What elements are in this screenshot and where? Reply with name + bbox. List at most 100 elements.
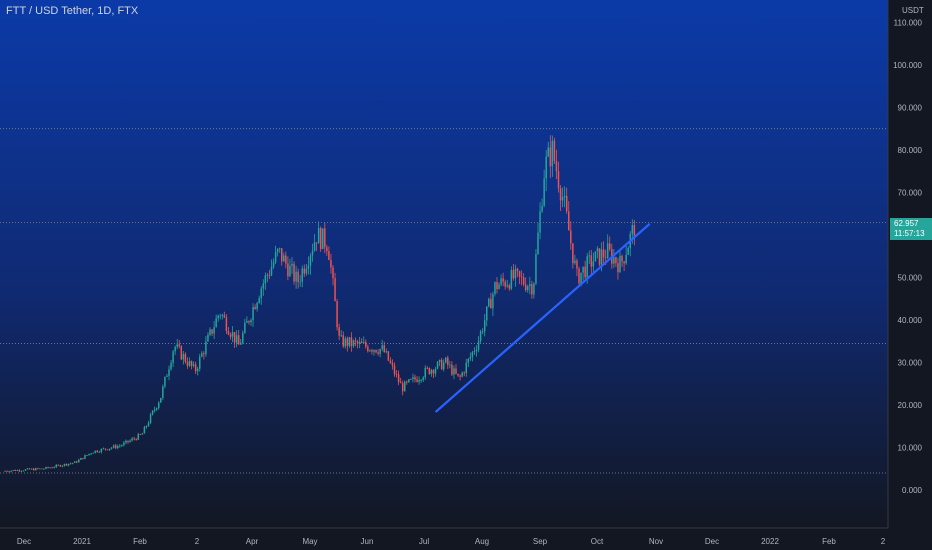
candle-body [219,315,221,317]
candle-body [307,265,310,269]
candle-body [108,448,111,450]
candle-body [69,463,72,465]
time-axis[interactable]: Dec 2021 Feb 2 Apr May Jun Jul Aug Sep Oct Nov Dec 20… [17,537,886,546]
candle-body [299,281,301,283]
candle-body [334,278,336,302]
candle-body [440,359,443,370]
candle-body [10,470,12,472]
candle-body [205,341,207,355]
candle-body [186,361,189,366]
candle-body [373,349,375,352]
candle-body [256,302,258,310]
candle-body [51,467,53,469]
candle-body [28,468,31,470]
candle-body [240,342,242,345]
candle-body [445,357,447,363]
candle-body [330,259,332,268]
candle-body [410,379,412,380]
x-tick-label: May [302,537,317,546]
candle-body [106,449,109,451]
candle-body [391,362,394,366]
candle-body [551,140,554,167]
candle-body [278,248,281,250]
candle-body [254,307,256,310]
y-tick-label: 30.000 [898,359,923,368]
candle-body [570,230,572,244]
candle-body [524,284,527,291]
candle-body [508,285,511,289]
candle-body [619,255,621,273]
candle-body [461,372,463,377]
candle-body [475,349,478,352]
candle-body [416,379,418,382]
candle-body [90,453,92,455]
candle-body [24,469,27,471]
candle-body [155,407,158,410]
candle-body [71,462,74,464]
candle-body [387,351,390,361]
x-tick-label: Sep [533,537,548,546]
support-trendline[interactable] [435,223,651,413]
candle-body [371,350,373,352]
candle-body [63,463,66,466]
candle-body [375,349,377,353]
candle-body [561,197,564,201]
candle-body [84,455,86,459]
candle-body [143,427,146,434]
candle-body [615,257,617,264]
candle-body [479,331,482,342]
candle-body [176,344,178,347]
candle-body [420,380,422,381]
x-tick-label: Jun [361,537,374,546]
candle-body [301,268,303,282]
candle-body [264,275,267,284]
candle-body [504,281,506,287]
candle-body [576,260,578,269]
candle-body [324,228,326,248]
candle-body [385,351,388,353]
candle-body [486,306,488,321]
y-tick-label: 50.000 [898,274,923,283]
symbol-title[interactable]: FTT / USD Tether, 1D, FTX [6,5,139,17]
x-tick-label: Feb [822,537,836,546]
candle-body [260,288,262,299]
candle-body [164,376,166,387]
candle-body [348,337,351,347]
x-tick-label: Dec [705,537,719,546]
candle-body [473,351,476,353]
trendline-layer[interactable] [435,223,651,413]
candle-body [397,374,400,382]
candle-body [311,250,314,256]
candle-body [414,377,416,380]
candle-body [178,344,180,347]
candle-body [363,342,365,343]
candle-body [426,367,429,369]
candle-body [244,322,246,333]
candle-body [135,438,137,440]
candle-body [582,266,584,273]
candle-body [221,315,224,316]
y-tick-label: 20.000 [898,401,923,410]
candle-body [59,465,62,467]
candle-body [539,211,541,233]
x-tick-label: Nov [649,537,663,546]
candle-body [47,466,49,468]
candle-body [30,468,33,470]
candle-body [26,468,29,470]
candle-body [594,251,597,262]
x-tick-label: Aug [475,537,489,546]
candle-body [231,332,234,337]
candle-body [553,140,556,162]
candle-body [600,249,603,265]
candle-body [500,278,502,285]
candle-body [514,268,517,279]
candle-body [455,368,457,374]
candle-body [393,365,396,375]
candle-body [92,452,94,454]
candle-body [250,320,252,323]
candle-body [12,470,14,471]
candle-body [184,354,187,362]
candle-body [114,445,117,449]
y-tick-label: 90.000 [898,104,923,113]
